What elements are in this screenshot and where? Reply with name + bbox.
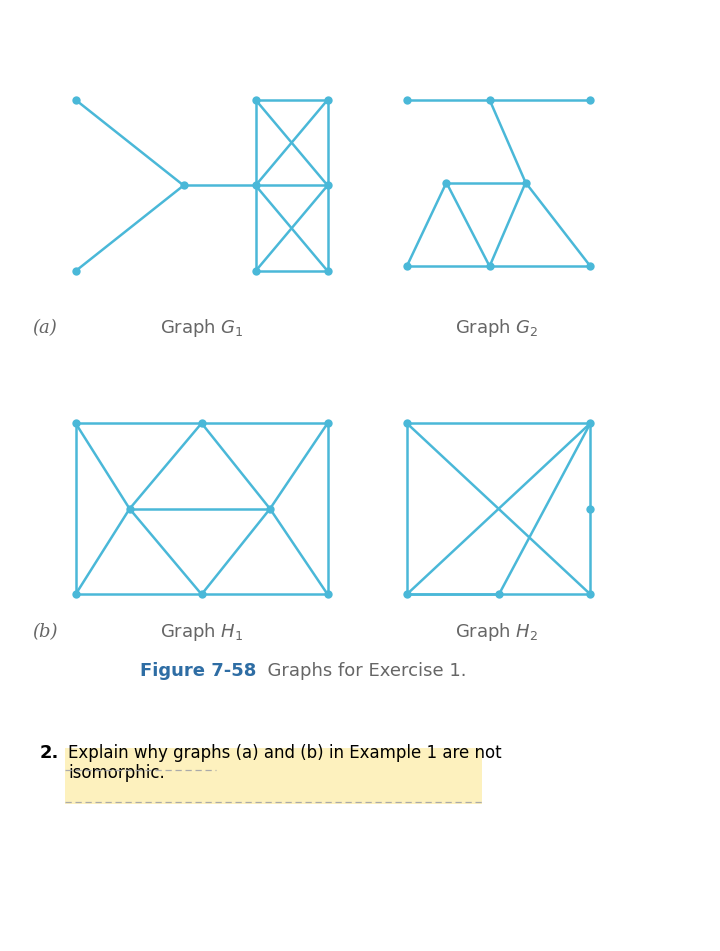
Text: Graph $G_2$: Graph $G_2$ (455, 317, 539, 340)
Text: Explain why graphs (a) and (b) in Example 1 are not
isomorphic.: Explain why graphs (a) and (b) in Exampl… (68, 744, 502, 783)
Text: (b): (b) (32, 624, 58, 641)
Text: Graph $H_2$: Graph $H_2$ (455, 621, 539, 644)
Text: Graphs for Exercise 1.: Graphs for Exercise 1. (256, 663, 466, 680)
FancyBboxPatch shape (65, 748, 482, 804)
Text: Figure 7-58: Figure 7-58 (140, 663, 257, 680)
Text: 2.: 2. (40, 744, 59, 762)
Text: Graph $G_1$: Graph $G_1$ (160, 317, 243, 340)
Text: Graph $H_1$: Graph $H_1$ (160, 621, 243, 644)
Text: (a): (a) (32, 320, 57, 337)
